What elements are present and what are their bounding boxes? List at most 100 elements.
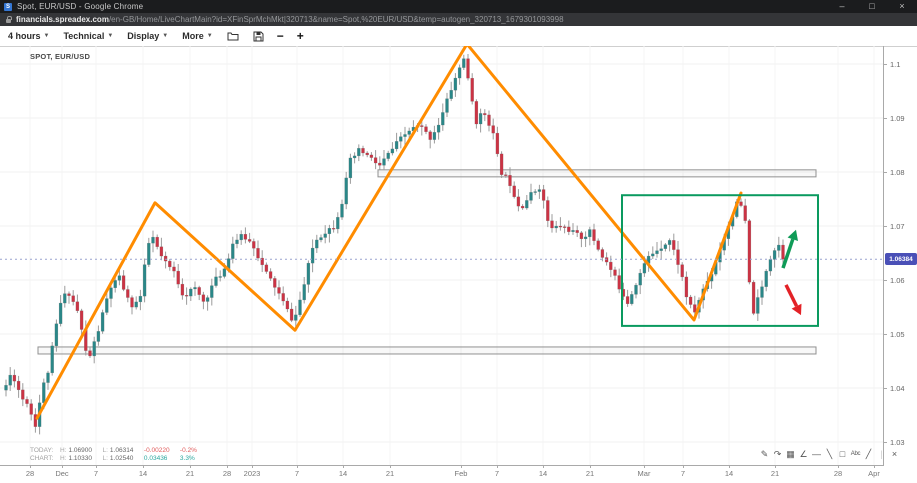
consolidation-box[interactable]: [621, 194, 819, 327]
chart-canvas[interactable]: SPOT, EUR/USD TODAY: H: 1.06900 L: 1.063…: [0, 46, 897, 465]
time-tick: [543, 465, 544, 468]
text-tool-icon[interactable]: Abc: [850, 451, 861, 457]
window-title: Spot, EUR/USD - Google Chrome: [17, 2, 144, 11]
time-tick: [461, 465, 462, 468]
time-axis-label: 14: [538, 469, 548, 478]
time-axis-label: 21: [770, 469, 780, 478]
trend-zigzag-line[interactable]: [35, 46, 743, 420]
price-axis-label: 1.1: [890, 59, 901, 69]
chart-legend: TODAY: H: 1.06900 L: 1.06314 -0.00220 -0…: [30, 446, 202, 463]
low-value: 1.06314: [109, 446, 134, 454]
price-tick: [884, 388, 887, 389]
url-domain: financials.spreadex.com: [16, 15, 109, 24]
price-tick: [884, 442, 887, 443]
time-tick: [227, 465, 228, 468]
chevron-down-icon: ▼: [162, 33, 169, 39]
lock-icon: [6, 15, 12, 23]
zoom-in-button[interactable]: +: [296, 29, 304, 43]
fan-tool-icon[interactable]: ∠: [799, 449, 808, 459]
horizontal-line-tool-icon[interactable]: ―: [812, 449, 821, 459]
price-axis-label: 1.08: [890, 167, 905, 177]
legend-row-chart: CHART: H: 1.10330 L: 1.02540 0.03436 3.3…: [30, 455, 202, 464]
price-axis-label: 1.04: [890, 383, 905, 393]
more-menu-label: More: [182, 31, 204, 41]
more-menu[interactable]: More ▼: [182, 31, 212, 41]
display-menu-label: Display: [127, 31, 160, 41]
low-value: 1.02540: [109, 455, 134, 463]
change-percent: -0.2%: [179, 446, 197, 454]
resistance-zone[interactable]: [377, 169, 817, 178]
time-tick: [343, 465, 344, 468]
address-bar[interactable]: financials.spreadex.com /en-GB/Home/Live…: [0, 13, 917, 26]
time-axis-label: 14: [724, 469, 734, 478]
toolbar-separator: |: [880, 449, 883, 459]
timeframe-menu[interactable]: 4 hours ▼: [8, 31, 49, 41]
zoom-out-button[interactable]: −: [276, 29, 284, 43]
time-tick: [775, 465, 776, 468]
time-axis[interactable]: 28 Dec 7 14 21 28 2023 7 14 21 Feb 7 14 21 Mar 7 14 21 28 A…: [0, 465, 917, 483]
grid-tool-icon[interactable]: ▦: [786, 449, 795, 459]
chevron-down-icon: ▼: [206, 33, 213, 39]
time-axis-label: 7: [294, 469, 300, 478]
bullish-arrow[interactable]: [781, 229, 798, 269]
time-axis-label: 28: [833, 469, 843, 478]
time-tick: [96, 465, 97, 468]
trendline-tool-icon[interactable]: ╲: [826, 449, 833, 459]
price-axis-label: 1.09: [890, 113, 905, 123]
technical-menu-label: Technical: [63, 31, 105, 41]
time-tick: [143, 465, 144, 468]
technical-menu[interactable]: Technical ▼: [63, 31, 113, 41]
close-button[interactable]: ×: [899, 1, 905, 11]
change-value: -0.00220: [143, 446, 170, 454]
time-axis-label: 7: [680, 469, 686, 478]
timeframe-menu-label: 4 hours: [8, 31, 41, 41]
change-percent: 3.3%: [179, 455, 195, 463]
candlestick-chart[interactable]: [0, 46, 883, 465]
time-axis-line: [0, 465, 884, 466]
minimize-button[interactable]: –: [839, 1, 845, 11]
url-path: /en-GB/Home/LiveChartMain?id=XFinSprMchM…: [108, 15, 564, 24]
time-tick: [390, 465, 391, 468]
price-axis-label: 1.07: [890, 221, 905, 231]
time-tick: [874, 465, 875, 468]
symbol-label: SPOT, EUR/USD: [30, 52, 91, 61]
price-axis-label: 1.06: [890, 275, 905, 285]
high-label: H:: [60, 446, 67, 454]
maximize-button[interactable]: □: [869, 1, 875, 11]
pointer-tool-icon[interactable]: ✎: [760, 449, 769, 459]
save-icon[interactable]: [253, 31, 264, 42]
time-axis-label: 28: [222, 469, 232, 478]
price-axis-label: 1.03: [890, 437, 905, 447]
bearish-arrow[interactable]: [784, 284, 802, 316]
time-tick: [590, 465, 591, 468]
legend-row-today: TODAY: H: 1.06900 L: 1.06314 -0.00220 -0…: [30, 446, 202, 455]
price-tick: [884, 280, 887, 281]
time-axis-label: 28: [25, 469, 35, 478]
time-tick: [683, 465, 684, 468]
rectangle-tool-icon[interactable]: □: [839, 449, 846, 459]
gridlines: [0, 46, 883, 465]
chevron-down-icon: ▼: [107, 33, 114, 39]
time-tick: [497, 465, 498, 468]
price-axis-label: 1.05: [890, 329, 905, 339]
legend-period-label: TODAY:: [30, 446, 54, 454]
time-axis-label: Mar: [637, 469, 651, 478]
change-value: 0.03436: [143, 455, 168, 463]
window-titlebar: S Spot, EUR/USD - Google Chrome – □ ×: [0, 0, 917, 13]
price-tick: [884, 118, 887, 119]
candles: [4, 54, 785, 435]
time-axis-label: 14: [338, 469, 348, 478]
drawing-toolbar: ✎ ↷ ▦ ∠ ― ╲ □ Abc ╱ | ×: [758, 448, 901, 461]
spreadex-favicon: S: [4, 2, 12, 11]
open-folder-icon[interactable]: [227, 31, 239, 41]
price-tick: [884, 64, 887, 65]
close-tool-icon[interactable]: ×: [891, 449, 898, 459]
arc-tool-icon[interactable]: ↷: [773, 449, 782, 459]
high-label: H:: [60, 455, 67, 463]
support-zone[interactable]: [37, 346, 817, 355]
low-label: L:: [102, 455, 108, 463]
time-tick: [297, 465, 298, 468]
price-axis[interactable]: 1.06384 1.1 1.09 1.08 1.07 1.06 1.05 1.04 1.03: [883, 46, 917, 465]
line-tool-icon[interactable]: ╱: [865, 449, 872, 459]
display-menu[interactable]: Display ▼: [127, 31, 168, 41]
